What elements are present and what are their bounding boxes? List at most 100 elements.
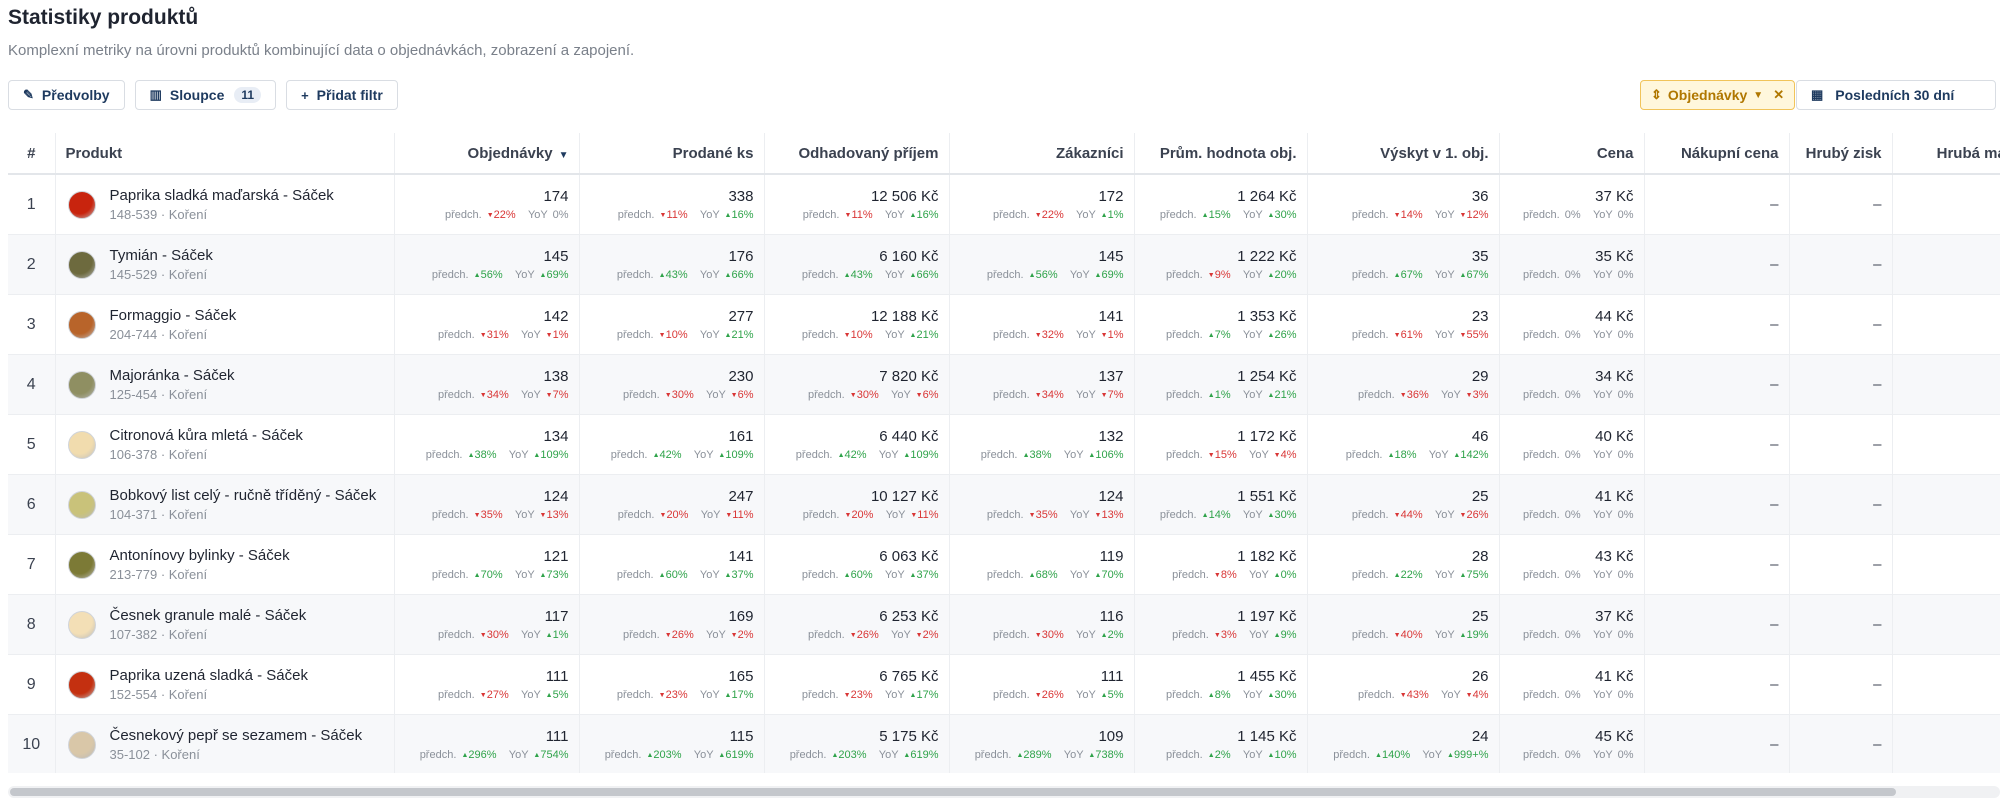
table-row[interactable]: 7 Antonínovy bylinky - Sáček 213-779 · Koř… — [8, 534, 2000, 595]
columns-label: Sloupce — [169, 87, 225, 103]
metric-deltas: předch. ▲60% YoY ▲37% — [775, 569, 939, 581]
product-cell[interactable]: Majoránka - Sáček 125-454 · Koření — [55, 354, 395, 415]
add-filter-button[interactable]: + Přidat filtr — [286, 80, 398, 110]
cost-cell: – — [1644, 414, 1790, 475]
product-cell[interactable]: Paprika sladká maďarská - Sáček 148-539 ·… — [55, 174, 395, 235]
row-index: 5 — [8, 414, 56, 475]
table-row[interactable]: 3 Formaggio - Sáček 204-744 · Koření 142 pře… — [8, 294, 2000, 355]
col-header-first-order[interactable]: Výskyt v 1. obj. — [1307, 133, 1500, 175]
product-name[interactable]: Antonínovy bylinky - Sáček — [109, 547, 290, 564]
product-cell[interactable]: Česnekový pepř se sezamem - Sáček 35-102 … — [55, 714, 395, 773]
metric-cell-orders: 145 předch. ▲56% YoY ▲69% — [394, 234, 580, 295]
product-name[interactable]: Bobkový list celý - ručně tříděný - Sáče… — [109, 487, 377, 504]
col-header-price[interactable]: Cena — [1499, 133, 1645, 175]
delta-yoy-value: 0% — [1617, 629, 1634, 641]
delta-prev-label: předch. — [431, 569, 469, 581]
trend-up-icon: ▲ — [467, 452, 475, 459]
product-name[interactable]: Paprika sladká maďarská - Sáček — [109, 187, 334, 204]
table-columns-icon: ▥ — [149, 87, 162, 102]
table-row[interactable]: 5 Citronová kůra mletá - Sáček 106-378 · K… — [8, 414, 2000, 475]
table-row[interactable]: 4 Majoránka - Sáček 125-454 · Koření 138 pře… — [8, 354, 2000, 415]
delta-prev: ▲18% — [1388, 449, 1417, 461]
product-name[interactable]: Citronová kůra mletá - Sáček — [109, 427, 303, 444]
trend-up-icon: ▲ — [831, 752, 839, 759]
product-name[interactable]: Formaggio - Sáček — [109, 307, 237, 324]
product-name[interactable]: Paprika uzená sladká - Sáček — [109, 667, 308, 684]
presets-button[interactable]: ✎ Předvolby — [8, 80, 125, 110]
product-cell[interactable]: Česnek granule malé - Sáček 107-382 · Koř… — [55, 594, 395, 655]
metric-value: 134 — [543, 428, 569, 445]
delta-yoy: ▲619% — [903, 749, 938, 761]
delta-yoy-label: YoY — [1076, 209, 1096, 221]
table-row[interactable]: 6 Bobkový list celý - ručně tříděný - Sáč… — [8, 474, 2000, 535]
delta-prev: ▼30% — [1035, 629, 1064, 641]
delta-yoy-value: 30% — [1274, 509, 1297, 521]
metric-deltas: předch. 0% YoY 0% — [1510, 569, 1633, 581]
table-row[interactable]: 2 Tymián - Sáček 145-529 · Koření 145 předch… — [8, 234, 2000, 295]
table-row[interactable]: 10 Česnekový pepř se sezamem - Sáček 35-10… — [8, 714, 2000, 773]
delta-yoy-label: YoY — [1428, 449, 1449, 461]
product-cell[interactable]: Paprika uzená sladká - Sáček 152-554 · Ko… — [55, 654, 395, 715]
product-cell[interactable]: Antonínovy bylinky - Sáček 213-779 · Koře… — [55, 534, 395, 595]
metric-value: 115 — [729, 728, 754, 745]
col-header-aov[interactable]: Prům. hodnota obj. — [1134, 133, 1308, 175]
product-cell[interactable]: Tymián - Sáček 145-529 · Koření — [55, 234, 395, 295]
delta-yoy-label: YoY — [699, 209, 720, 221]
product-cell[interactable]: Bobkový list celý - ručně tříděný - Sáče… — [55, 474, 395, 535]
trend-down-icon: ▼ — [545, 332, 553, 339]
metric-deltas: předch. ▼30% YoY ▼6% — [590, 389, 753, 401]
delta-yoy-label: YoY — [1434, 209, 1455, 221]
col-header-units[interactable]: Prodané ks — [579, 133, 765, 175]
col-header-gross-margin[interactable]: Hrubá marže — [1892, 133, 2000, 175]
metric-deltas: předch. ▼14% YoY ▼12% — [1318, 209, 1489, 221]
delta-prev-value: 42% — [844, 449, 867, 461]
delta-yoy-label: YoY — [1242, 269, 1263, 281]
columns-button[interactable]: ▥ Sloupce 11 — [134, 80, 277, 110]
delta-yoy-label: YoY — [1592, 209, 1613, 221]
col-header-orders[interactable]: Objednávky ▼ — [394, 133, 580, 175]
metric-value: 1 182 Kč — [1237, 548, 1297, 565]
delta-yoy-label: YoY — [884, 329, 905, 341]
delta-prev-label: předch. — [1523, 689, 1560, 701]
table-row[interactable]: 8 Česnek granule malé - Sáček 107-382 · Ko… — [8, 594, 2000, 655]
col-header-cost[interactable]: Nákupní cena — [1644, 133, 1790, 175]
delta-yoy: ▼2% — [731, 629, 754, 641]
col-header-revenue[interactable]: Odhadovaný příjem — [764, 133, 950, 175]
delta-yoy-label: YoY — [521, 389, 541, 401]
product-name[interactable]: Česnek granule malé - Sáček — [109, 607, 307, 624]
metric-deltas: předch. ▼44% YoY ▼26% — [1318, 509, 1489, 521]
cost-cell: – — [1644, 354, 1790, 415]
delta-prev: ▼31% — [480, 329, 509, 341]
metric-deltas: předch. 0% YoY 0% — [1510, 269, 1633, 281]
metric-value: 12 188 Kč — [870, 308, 939, 325]
product-name[interactable]: Česnekový pepř se sezamem - Sáček — [109, 727, 363, 744]
delta-prev: ▲8% — [1208, 689, 1231, 701]
delta-prev-value: 0% — [1564, 329, 1581, 341]
close-icon[interactable]: ✕ — [1773, 87, 1785, 102]
gross-margin-cell: – — [1892, 354, 2000, 415]
delta-prev: ▼44% — [1394, 509, 1423, 521]
col-header-customers[interactable]: Zákazníci — [949, 133, 1135, 175]
product-name[interactable]: Majoránka - Sáček — [109, 367, 235, 384]
date-range-button[interactable]: ▦ Posledních 30 dní — [1796, 80, 1996, 110]
trend-down-icon: ▼ — [479, 632, 487, 639]
horizontal-scrollbar[interactable] — [8, 786, 2000, 798]
product-thumbnail — [67, 190, 96, 219]
metric-deltas: předch. ▲15% YoY ▲30% — [1145, 209, 1297, 221]
cost-cell: – — [1644, 594, 1790, 655]
delta-prev: ▲15% — [1202, 209, 1231, 221]
metric-value: 116 — [1099, 608, 1124, 625]
metric-cell-price: 41 Kč předch. 0% YoY 0% — [1499, 474, 1645, 535]
col-header-product[interactable]: Produkt — [55, 133, 395, 175]
scrollbar-thumb[interactable] — [10, 788, 1896, 796]
sort-chip[interactable]: ⇕ Objednávky ▼ ✕ — [1640, 80, 1796, 110]
product-cell[interactable]: Citronová kůra mletá - Sáček 106-378 · Ko… — [55, 414, 395, 475]
table-row[interactable]: 9 Paprika uzená sladká - Sáček 152-554 · K… — [8, 654, 2000, 715]
table-row[interactable]: 1 Paprika sladká maďarská - Sáček 148-539 … — [8, 174, 2000, 235]
product-cell[interactable]: Formaggio - Sáček 204-744 · Koření — [55, 294, 395, 355]
trend-up-icon: ▲ — [1375, 752, 1382, 759]
product-name[interactable]: Tymián - Sáček — [109, 247, 213, 264]
col-header-gross-profit[interactable]: Hrubý zisk — [1789, 133, 1893, 175]
pencil-icon: ✎ — [23, 87, 34, 102]
delta-prev-label: předch. — [993, 209, 1030, 221]
